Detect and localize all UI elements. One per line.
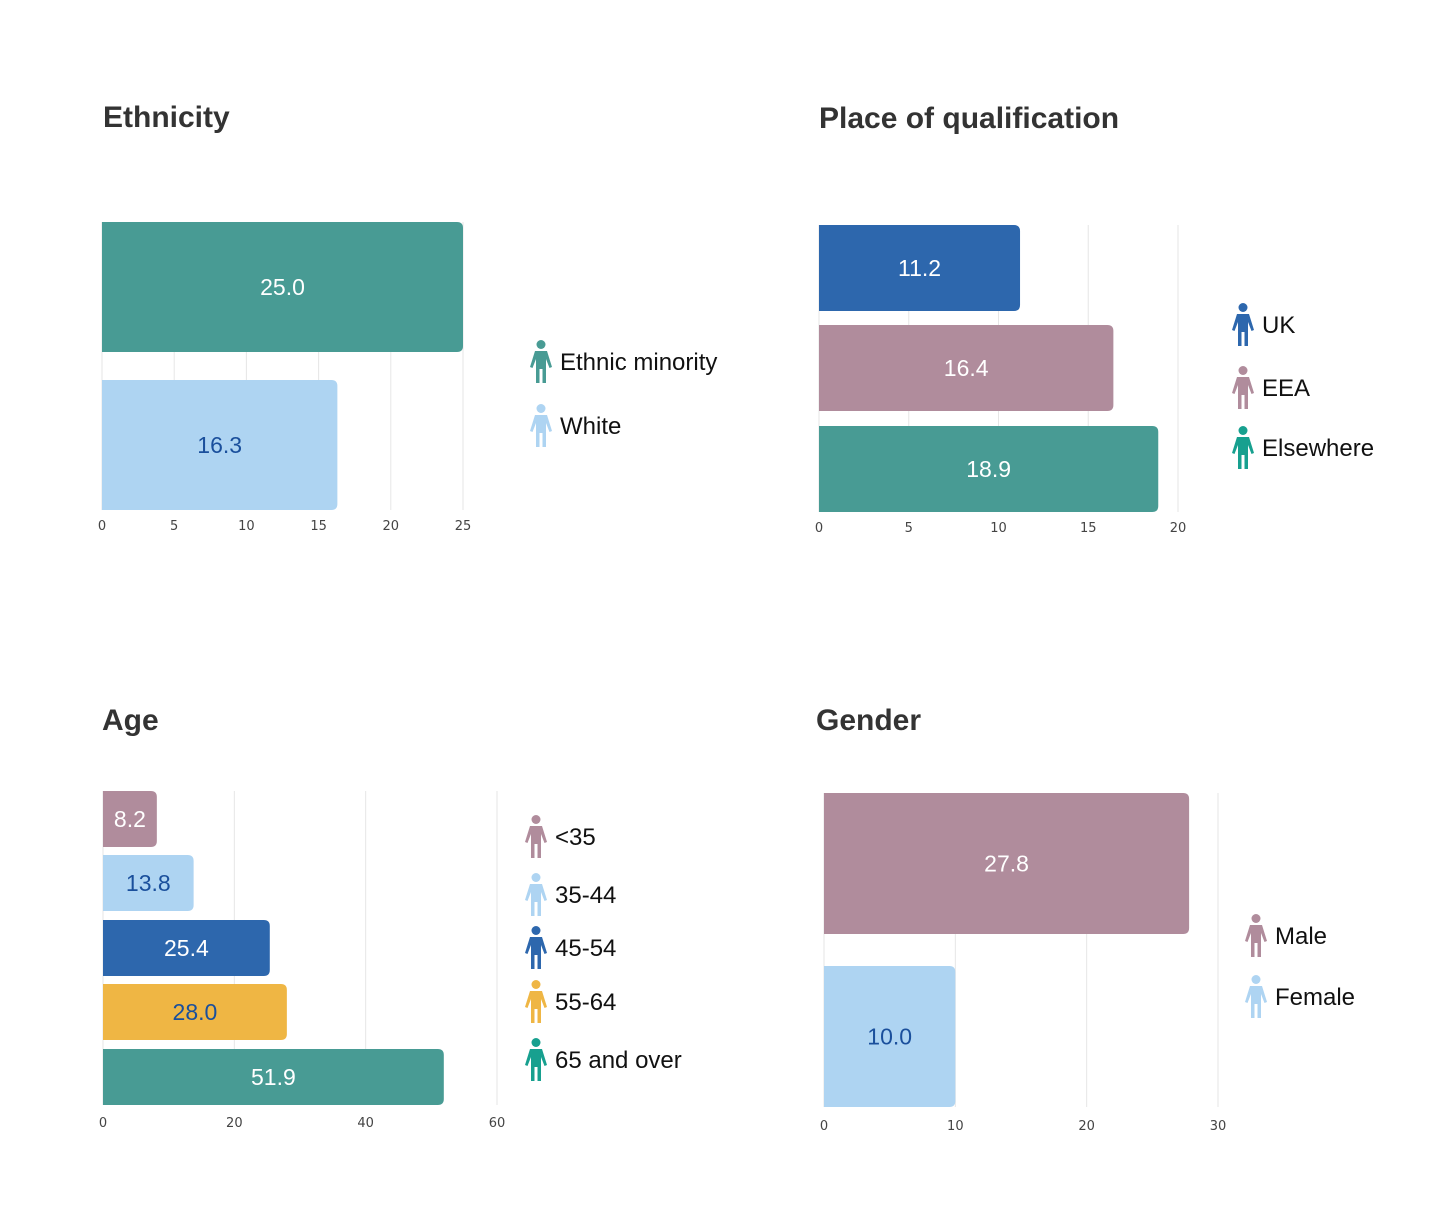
chart-title: Place of qualification (819, 102, 1119, 135)
bar-value-label: 25.0 (260, 274, 305, 300)
x-tick-label: 20 (383, 519, 400, 534)
legend-label: EEA (1262, 375, 1310, 402)
person-icon (525, 980, 547, 1023)
bar-value-label: 25.4 (164, 935, 209, 961)
bar-value-label: 11.2 (898, 255, 941, 281)
chart-title: Ethnicity (103, 101, 230, 134)
legend-label: UK (1262, 312, 1295, 339)
x-tick-label: 0 (99, 1116, 107, 1131)
chart-gender: 0 10 20 30 Gender 27.8 Male 10.0 Female (816, 704, 1355, 1134)
legend-label: Ethnic minority (560, 349, 717, 376)
legend-label: 35-44 (555, 882, 616, 909)
legend-item: UK (1232, 303, 1295, 346)
person-icon (525, 815, 547, 858)
person-icon (530, 340, 552, 383)
x-tick-label: 60 (489, 1116, 506, 1131)
legend-label: Male (1275, 923, 1327, 950)
bar-value-label: 16.3 (197, 432, 242, 458)
person-icon (1232, 366, 1254, 409)
x-tick-label: 40 (357, 1116, 374, 1131)
x-tick-label: 10 (947, 1119, 964, 1134)
bar (824, 793, 1190, 934)
bar (819, 225, 1021, 311)
chart-age: 0 20 40 60 Age 8.2 <35 13.8 35-44 25.4 45-54 28.0 55… (99, 704, 682, 1131)
legend-item: 35-44 (525, 873, 616, 916)
person-icon (1232, 426, 1254, 469)
bar-value-label: 10.0 (867, 1024, 912, 1050)
x-tick-label: 15 (1080, 521, 1097, 536)
person-icon (1232, 303, 1254, 346)
x-tick-label: 30 (1210, 1119, 1227, 1134)
bar (103, 855, 194, 911)
bar (819, 426, 1159, 512)
x-tick-label: 20 (1170, 521, 1187, 536)
person-icon (1245, 914, 1267, 957)
chart-place-of-qualification: 0 5 10 15 20 Place of qualification 11.2 UK 16.4… (815, 102, 1374, 536)
legend-label: White (560, 413, 621, 440)
person-icon (1245, 975, 1267, 1018)
bar (102, 222, 463, 352)
bar-value-label: 16.4 (944, 355, 989, 381)
bar-value-label: 27.8 (984, 851, 1029, 877)
person-icon (525, 1038, 547, 1081)
bar-value-label: 18.9 (966, 456, 1011, 482)
legend-item: Male (1245, 914, 1327, 957)
legend-item: EEA (1232, 366, 1310, 409)
x-tick-label: 10 (238, 519, 255, 534)
x-tick-label: 0 (815, 521, 823, 536)
legend-item: 45-54 (525, 926, 616, 969)
legend-label: Female (1275, 984, 1355, 1011)
x-tick-label: 20 (1078, 1119, 1095, 1134)
chart-ethnicity: 0 5 10 15 20 25 Ethnicity 25.0 Ethnic minority 16… (98, 101, 718, 534)
legend-item: Female (1245, 975, 1355, 1018)
chart-title: Age (102, 704, 159, 737)
legend-item: Elsewhere (1232, 426, 1374, 469)
legend-item: Ethnic minority (530, 340, 717, 383)
bar-value-label: 51.9 (251, 1064, 296, 1090)
legend-label: <35 (555, 824, 596, 851)
x-tick-label: 0 (820, 1119, 828, 1134)
x-tick-label: 5 (905, 521, 913, 536)
chart-title: Gender (816, 704, 921, 737)
legend-item: 55-64 (525, 980, 616, 1023)
bar (103, 984, 287, 1040)
bar (103, 791, 157, 847)
x-tick-label: 20 (226, 1116, 243, 1131)
bar (102, 380, 338, 510)
bar (824, 966, 956, 1107)
x-tick-label: 25 (455, 519, 472, 534)
legend-item: <35 (525, 815, 596, 858)
x-tick-label: 15 (310, 519, 327, 534)
legend-label: 55-64 (555, 989, 616, 1016)
bar (103, 920, 270, 976)
bar-value-label: 13.8 (126, 870, 171, 896)
x-tick-label: 10 (990, 521, 1007, 536)
legend-label: Elsewhere (1262, 435, 1374, 462)
person-icon (530, 404, 552, 447)
legend-item: White (530, 404, 621, 447)
x-tick-label: 5 (170, 519, 178, 534)
bar (819, 325, 1114, 411)
x-tick-label: 0 (98, 519, 106, 534)
legend-label: 65 and over (555, 1047, 682, 1074)
bar-value-label: 8.2 (114, 806, 146, 832)
bar (103, 1049, 444, 1105)
person-icon (525, 926, 547, 969)
bar-value-label: 28.0 (173, 999, 218, 1025)
legend-item: 65 and over (525, 1038, 682, 1081)
legend-label: 45-54 (555, 935, 616, 962)
person-icon (525, 873, 547, 916)
